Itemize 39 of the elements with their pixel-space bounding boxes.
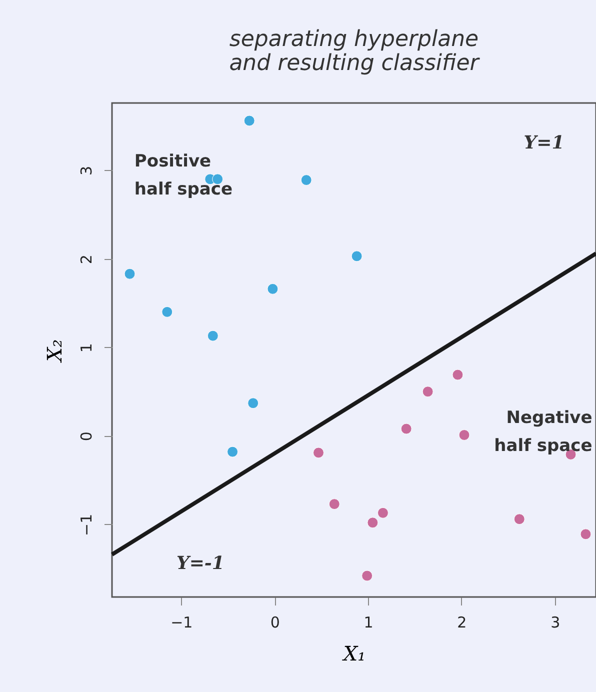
point — [328, 498, 340, 510]
point — [514, 514, 525, 525]
text: separating hyperplane — [229, 27, 479, 52]
x-axis-title: X₁ — [341, 642, 366, 666]
point — [300, 174, 312, 186]
point — [244, 115, 255, 126]
annotation: Y=-1 — [176, 553, 224, 574]
point — [400, 423, 412, 434]
point — [580, 528, 592, 540]
point — [377, 507, 388, 518]
annotation: Y=1 — [524, 132, 564, 154]
x-tick-label: 2 — [457, 614, 467, 632]
point — [207, 330, 218, 342]
annotation: Negative half space — [494, 408, 592, 456]
point — [248, 398, 259, 409]
point — [367, 517, 378, 528]
annotation: Positive half space — [134, 151, 233, 200]
point — [227, 446, 238, 458]
y-tick-label: 0 — [78, 432, 96, 442]
y-tick-label: 3 — [78, 166, 96, 176]
text: and resulting classifier — [229, 51, 479, 76]
point — [267, 283, 278, 294]
point — [458, 430, 470, 440]
point — [212, 174, 224, 185]
y-tick-label: −1 — [78, 514, 96, 536]
point — [362, 570, 373, 582]
x-tick-label: 1 — [364, 614, 374, 632]
x-tick-label: −1 — [170, 614, 193, 632]
point — [162, 306, 173, 318]
point — [124, 268, 136, 280]
point — [422, 386, 434, 398]
point — [313, 447, 324, 458]
x-tick-label: 0 — [270, 614, 280, 632]
y-tick-label: 2 — [78, 254, 96, 264]
point — [351, 250, 362, 262]
x-tick-label: 3 — [550, 614, 560, 632]
y-tick-label: 1 — [78, 343, 96, 353]
y-axis-title: X₂ — [42, 339, 66, 364]
point — [452, 369, 464, 380]
